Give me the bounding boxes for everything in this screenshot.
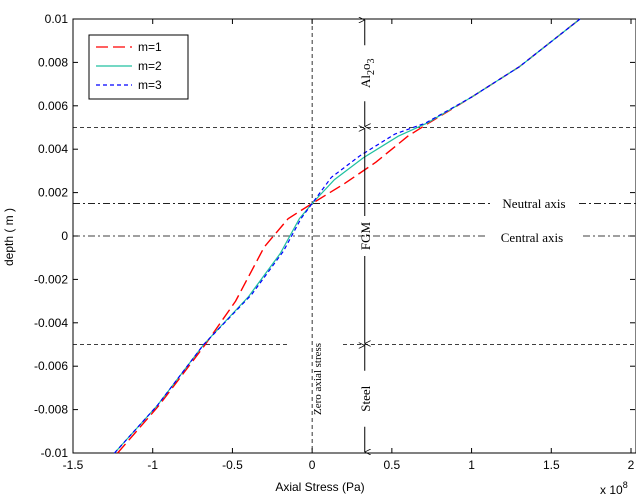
y-tick-label: 0.008 [38,55,68,69]
region-label: FGM [358,221,373,250]
legend-box [88,34,189,100]
y-tick-label: -0.006 [34,359,68,373]
x-tick-label: 2 [628,458,635,472]
y-tick-label: 0.004 [38,142,68,156]
region-label: Al2o3 [358,59,377,89]
legend: m=1 m=2 m=3 [88,34,189,100]
x-tick-label: 0.5 [384,458,401,472]
axis-ticks: -1.5 -1 -0.5 0 0.5 1 1.5 2 -0.01 -0.008 -0.006 -0.0… [34,12,635,472]
x-tick-label: 0 [309,458,316,472]
x-axis-label: Axial Stress (Pa) [275,480,364,494]
material-regions: Al2o3 FGM Steel [358,20,377,452]
y-tick-label: 0 [61,229,68,243]
data-series [114,18,581,454]
legend-label: m=3 [138,78,162,92]
y-axis-label: depth ( m ) [2,208,16,266]
region-label: Steel [358,385,373,411]
x-tick-label: 1 [468,458,475,472]
reference-lines [73,19,636,453]
y-tick-label: 0.006 [38,99,68,113]
neutral-axis-label: Neutral axis [502,196,565,211]
zero-stress-label: Zero axial stress [312,343,324,415]
legend-label: m=1 [138,40,162,54]
central-axis-label: Central axis [501,230,563,245]
y-tick-label: -0.008 [34,403,68,417]
x-exponent: x 108 [600,480,628,496]
x-tick-label: -0.5 [222,458,243,472]
y-tick-label: 0.01 [45,12,69,26]
y-tick-label: -0.004 [34,316,68,330]
y-tick-label: 0.002 [38,186,68,200]
y-tick-label: -0.002 [34,272,68,286]
x-tick-label: -1.5 [63,458,84,472]
x-tick-label: 1.5 [543,458,560,472]
legend-label: m=2 [138,59,162,73]
x-tick-label: -1 [147,458,158,472]
y-tick-label: -0.01 [41,446,69,460]
series-line-m3 [114,18,581,454]
